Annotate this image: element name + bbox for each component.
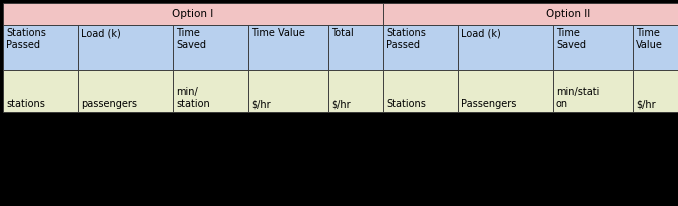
Bar bbox=[553, 70, 633, 112]
Text: min/stati
on: min/stati on bbox=[556, 87, 599, 109]
Bar bbox=[173, 25, 248, 70]
Bar bbox=[78, 25, 173, 70]
Text: Passengers: Passengers bbox=[461, 99, 517, 109]
Text: Option II: Option II bbox=[546, 9, 590, 19]
Bar bbox=[383, 3, 678, 25]
Text: $/hr: $/hr bbox=[251, 99, 271, 109]
Text: Stations
Passed: Stations Passed bbox=[6, 28, 46, 50]
Text: Time Value: Time Value bbox=[251, 28, 305, 38]
Bar bbox=[383, 70, 458, 112]
Bar bbox=[328, 70, 383, 112]
Bar bbox=[248, 70, 328, 112]
Bar bbox=[173, 70, 248, 112]
Text: min/
station: min/ station bbox=[176, 87, 210, 109]
Text: $/hr: $/hr bbox=[331, 99, 351, 109]
Bar bbox=[328, 25, 383, 70]
Bar bbox=[78, 70, 173, 112]
Text: Load (k): Load (k) bbox=[461, 28, 501, 38]
Bar bbox=[3, 70, 78, 112]
Text: Total: Total bbox=[331, 28, 354, 38]
Text: Option I: Option I bbox=[172, 9, 214, 19]
Text: stations: stations bbox=[6, 99, 45, 109]
Bar bbox=[458, 25, 553, 70]
Text: Time
Value: Time Value bbox=[636, 28, 663, 50]
Bar bbox=[553, 25, 633, 70]
Text: Time
Saved: Time Saved bbox=[556, 28, 586, 50]
Bar bbox=[248, 25, 328, 70]
Text: Stations
Passed: Stations Passed bbox=[386, 28, 426, 50]
Text: passengers: passengers bbox=[81, 99, 137, 109]
Bar bbox=[3, 25, 78, 70]
Bar bbox=[383, 25, 458, 70]
Text: $/hr: $/hr bbox=[636, 99, 656, 109]
Bar bbox=[458, 70, 553, 112]
Bar bbox=[633, 70, 678, 112]
Text: Load (k): Load (k) bbox=[81, 28, 121, 38]
Bar bbox=[3, 3, 383, 25]
Bar bbox=[633, 25, 678, 70]
Text: Stations: Stations bbox=[386, 99, 426, 109]
Text: Time
Saved: Time Saved bbox=[176, 28, 206, 50]
